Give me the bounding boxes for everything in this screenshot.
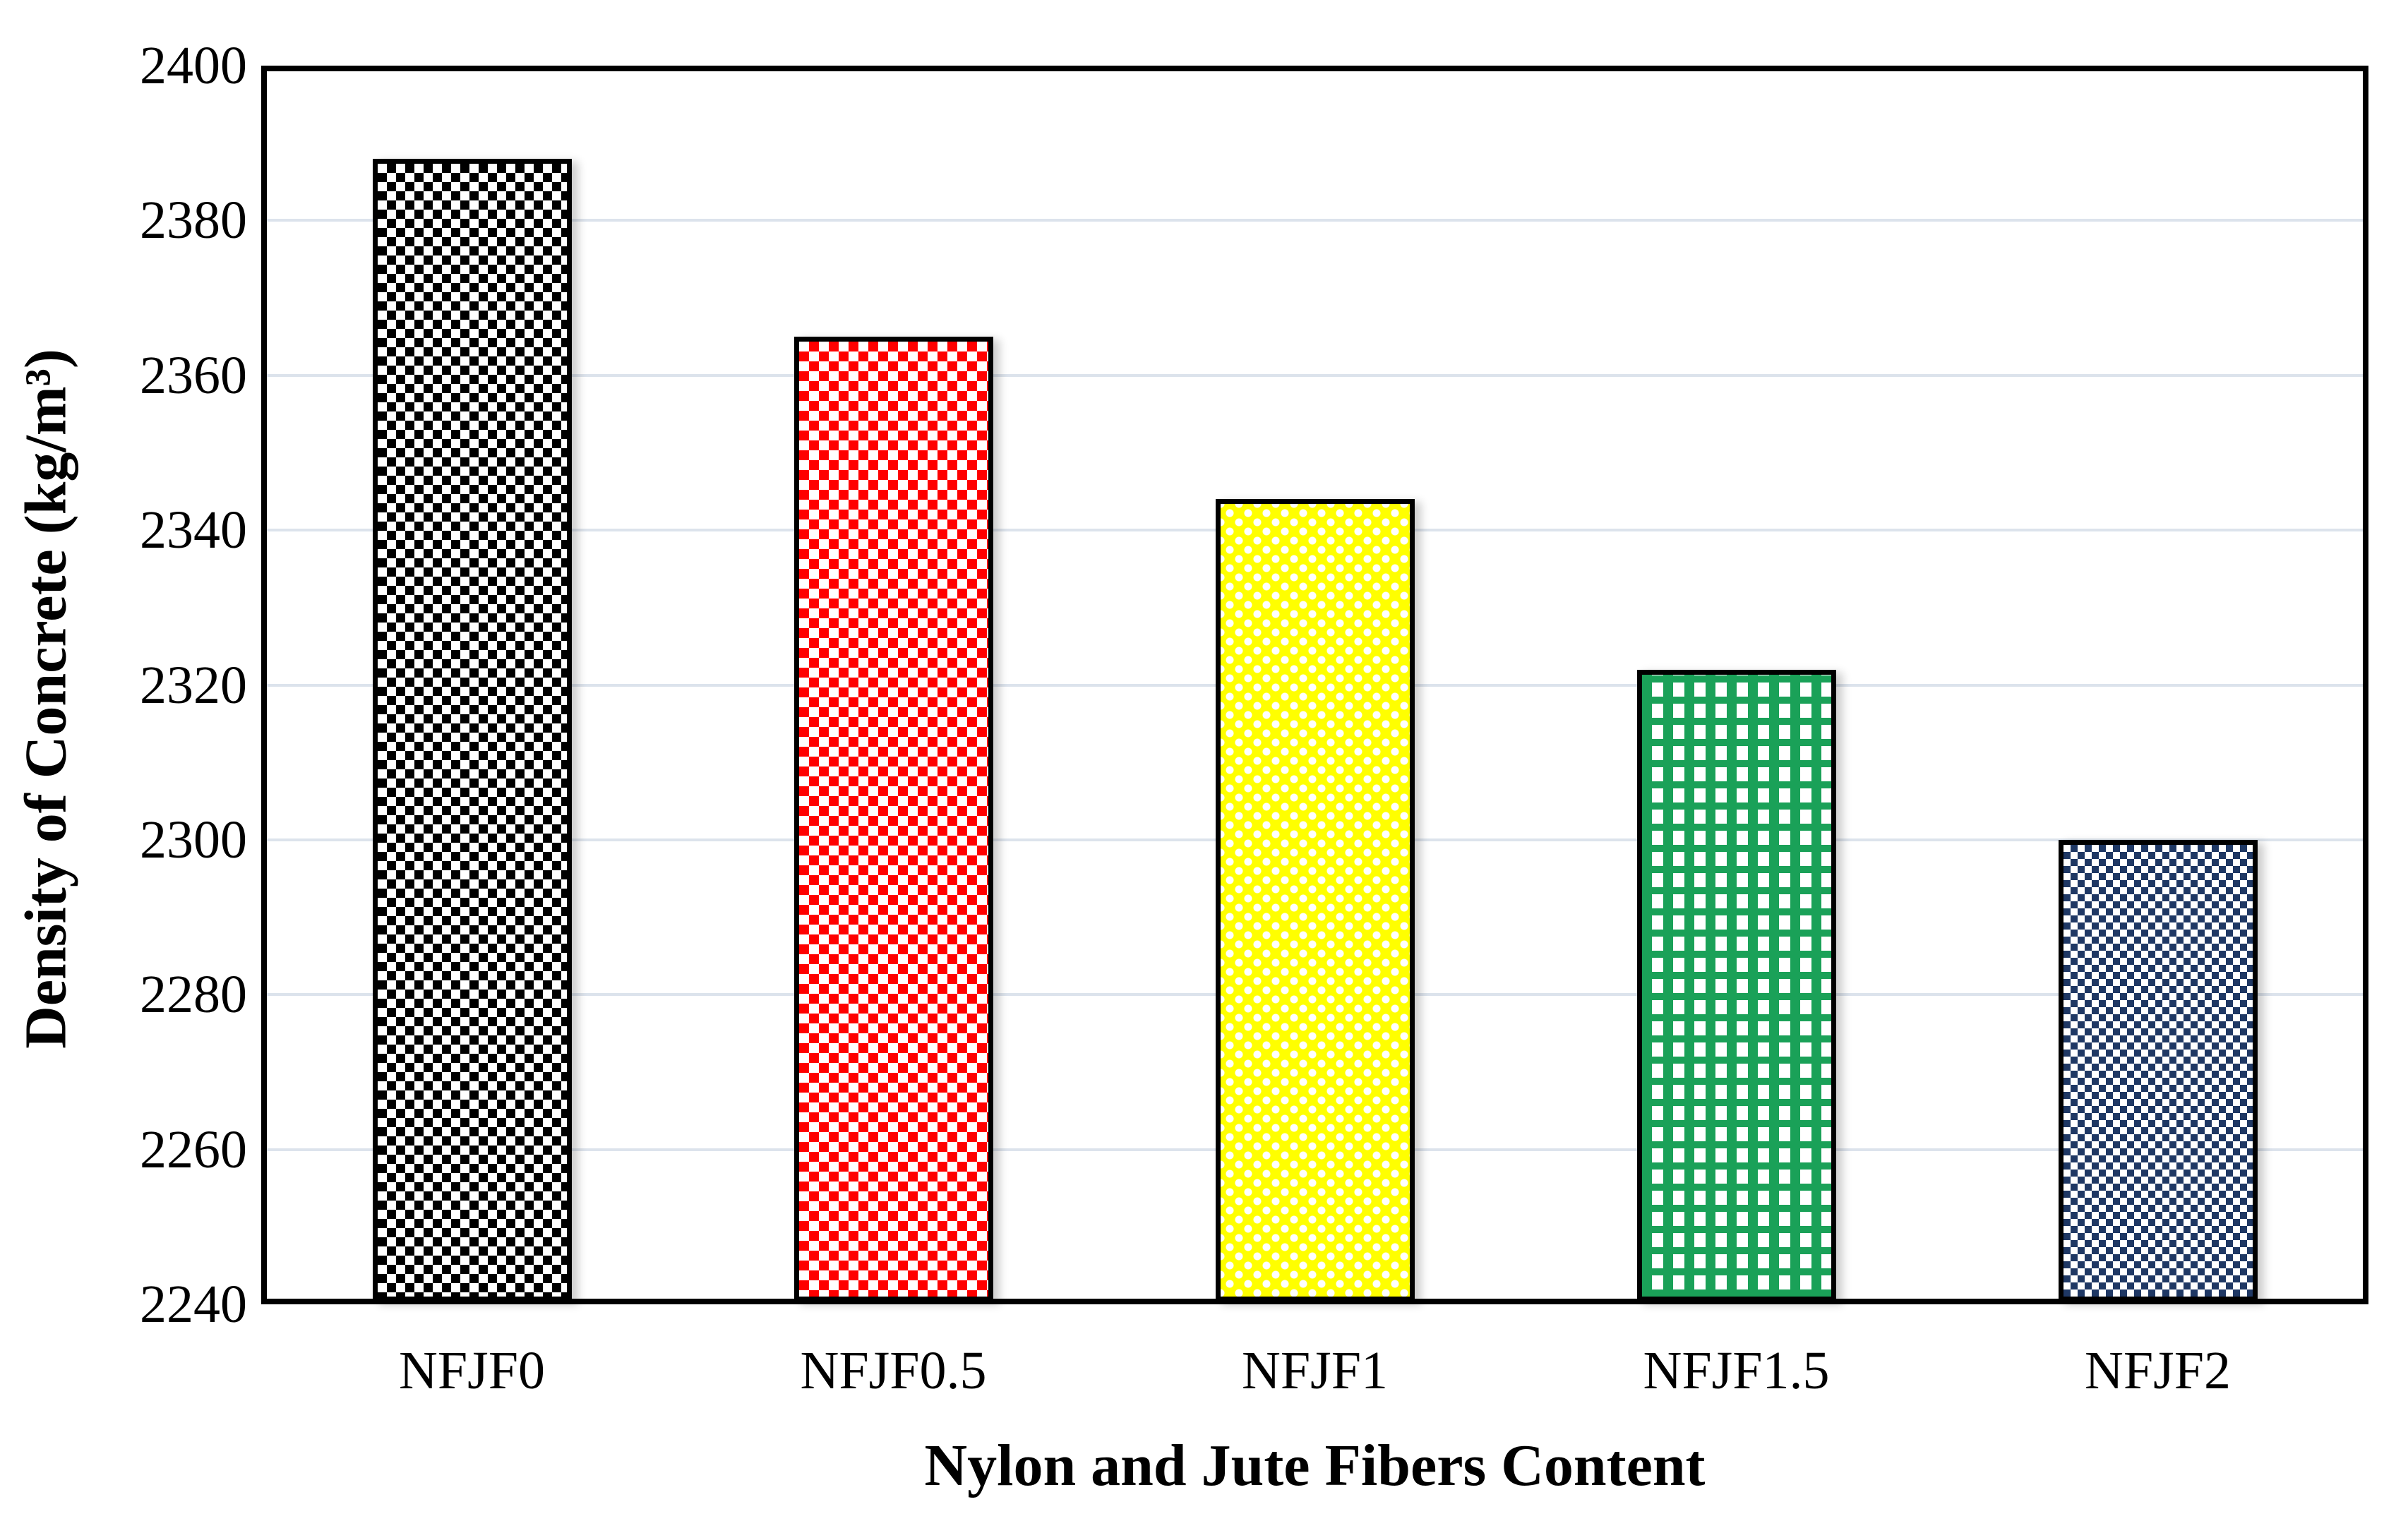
gridline xyxy=(267,219,2363,222)
y-tick-label: 2320 xyxy=(140,655,247,715)
y-tick-label: 2360 xyxy=(140,345,247,405)
bar-NFJF1 xyxy=(1215,499,1415,1301)
y-tick-label: 2260 xyxy=(140,1119,247,1179)
y-tick-label: 2340 xyxy=(140,500,247,560)
bar-NFJF2 xyxy=(2058,839,2258,1301)
x-tick-label-NFJF2: NFJF2 xyxy=(2085,1341,2231,1400)
gridline xyxy=(267,373,2363,377)
bar-NFJF0.5 xyxy=(793,336,993,1301)
y-tick-label: 2380 xyxy=(140,191,247,251)
y-tick-label: 2300 xyxy=(140,810,247,870)
x-tick-label-NFJF1: NFJF1 xyxy=(1242,1341,1388,1400)
bar-NFJF0 xyxy=(372,158,572,1301)
x-axis-title: Nylon and Jute Fibers Content xyxy=(924,1433,1706,1498)
y-tick-label: 2240 xyxy=(140,1275,247,1334)
x-tick-label-NFJF0.5: NFJF0.5 xyxy=(800,1341,987,1400)
x-tick-label-NFJF0: NFJF0 xyxy=(399,1341,545,1400)
y-tick-label: 2400 xyxy=(140,36,247,95)
bar-NFJF1.5 xyxy=(1636,669,1836,1301)
x-tick-label-NFJF1.5: NFJF1.5 xyxy=(1643,1341,1830,1400)
y-tick-label: 2280 xyxy=(140,965,247,1025)
